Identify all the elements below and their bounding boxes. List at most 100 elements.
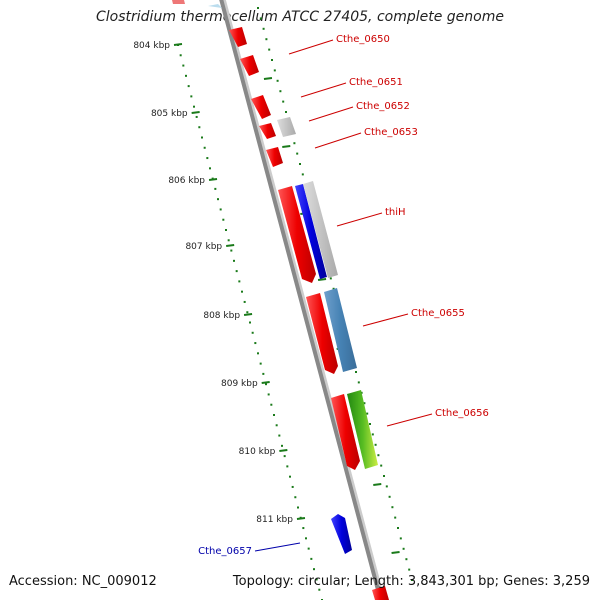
gene-feature-cthe-0655-red[interactable] [306,293,338,374]
gene-feature-cthe-0655-steelblue[interactable] [324,288,357,372]
label-leader-line [362,313,409,327]
scale-label: 804 kbp [133,41,170,51]
label-leader-line [300,82,347,98]
scale-dot [238,280,241,283]
scale-dot [273,414,275,416]
gene-feature-thih-gray[interactable] [303,181,338,278]
scale-dot [385,485,388,488]
gene-feature-cthe-0656-red[interactable] [331,394,360,470]
scale-dot [380,464,383,467]
gene-label[interactable]: Cthe_0656 [435,408,489,419]
gene-feature-cthe-0653-b[interactable] [266,147,283,167]
scale-dot [209,167,211,170]
scale-dot [286,465,289,468]
scale-dot [318,588,321,591]
label-leader-line [386,413,433,427]
scale-tick-right [263,77,273,80]
scale-dot [276,79,279,82]
scale-dot [369,423,371,425]
scale-dot [217,198,219,201]
scale-dot [214,187,217,190]
scale-dot [270,403,273,406]
scale-dot [363,402,366,405]
gene-feature-thih-blue[interactable] [295,184,327,279]
scale-dot [193,105,195,108]
scale-dot [198,126,201,129]
scale-dot [182,64,185,67]
scale-label: 809 kbp [221,379,258,389]
gene-label[interactable]: Cthe_0650 [336,34,390,45]
scale-dot [357,381,360,384]
scale-dot [310,557,313,560]
scale-dot [408,568,411,571]
scale-dot [265,383,267,386]
scale-dot [265,38,268,41]
gene-label[interactable]: thiH [385,207,406,218]
scale-dot [227,239,230,242]
label-leader-line [314,132,362,149]
scale-dot [301,173,304,176]
scale-dot [296,152,299,155]
scale-dot [279,90,282,93]
gene-feature-partial-top-2[interactable] [208,4,222,8]
scale-dot [249,321,251,324]
scale-dot [388,495,391,498]
gene-feature-cthe-0650[interactable] [229,27,247,47]
scale-dot [241,290,243,293]
gene-feature-cthe-0653[interactable] [259,123,276,139]
gene-feature-gray-small[interactable] [277,117,296,137]
scale-dot [259,17,262,20]
scale-tick-left [226,244,235,247]
scale-dot [313,568,315,571]
scale-dot [273,69,276,72]
scale-dot [222,218,225,221]
gene-feature-cthe-0656-green[interactable] [347,390,378,469]
scale-dot [233,259,235,262]
gene-feature-partial-bottom[interactable] [372,586,389,600]
gene-label[interactable]: Cthe_0652 [356,101,410,112]
gene-label[interactable]: Cthe_0653 [364,127,418,138]
scale-dot [355,371,357,373]
gene-feature-cthe-0652[interactable] [251,95,271,119]
scale-label: 807 kbp [185,242,222,252]
gene-label[interactable]: Cthe_0655 [411,308,465,319]
gene-feature-partial-top[interactable] [172,0,185,4]
scale-label: 805 kbp [151,109,188,119]
scale-dot [394,516,397,519]
gene-label[interactable]: Cthe_0657 [198,546,252,557]
scale-tick-left [296,517,306,520]
scale-dot [405,558,408,561]
scale-dot [283,455,286,458]
scale-dot [305,537,307,540]
scale-dot [282,100,285,103]
gene-feature-cthe-0657[interactable] [331,514,352,554]
scale-labels: 804 kbp 805 kbp 806 kbp 807 kbp 808 kbp 809 k… [133,41,400,554]
gene-feature-cthe-0651[interactable] [240,55,259,76]
scale-dot [262,27,265,30]
scale-label: 808 kbp [203,311,240,321]
left-scale-track [177,44,323,600]
scale-tick-left [173,43,183,46]
scale-dot [402,547,405,550]
scale-dot [185,74,187,77]
scale-dot [179,54,182,57]
scale-dot [203,146,206,149]
scale-dot [377,454,380,457]
scale-dot [315,578,318,581]
scale-dot [254,342,257,345]
scale-dot [374,443,377,446]
scale-dot [243,300,246,303]
scale-dot [411,579,413,581]
gene-label[interactable]: Cthe_0651 [349,77,403,88]
scale-dot [297,506,299,509]
scale-dot [299,163,301,165]
scale-tick-left [279,449,288,452]
scale-dot [262,372,265,375]
gene-feature-thih-red[interactable] [278,186,316,283]
scale-dot [383,475,385,477]
scale-dot [187,85,190,88]
scale-dot [278,434,281,437]
scale-dot [281,444,283,447]
scale-dot [268,48,271,51]
